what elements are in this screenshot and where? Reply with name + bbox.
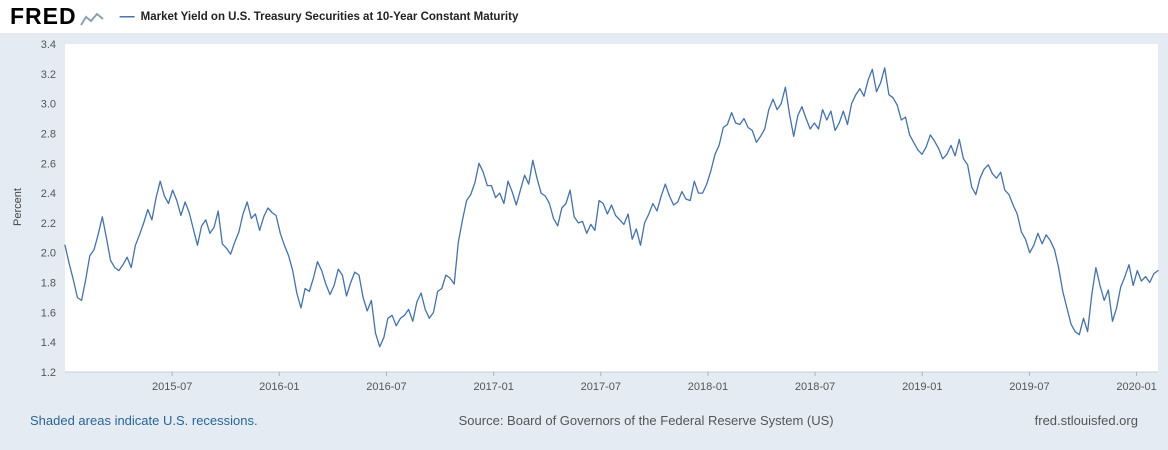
svg-text:2019-07: 2019-07 (1009, 381, 1049, 393)
svg-text:2.8: 2.8 (41, 128, 56, 140)
fred-logo-chart-icon (79, 12, 104, 26)
source-text: Source: Board of Governors of the Federa… (458, 413, 834, 428)
yield-line-chart: 1.2 1.4 1.6 1.8 2.0 2.2 2.4 2.6 2.8 3.0 3.2 3.4 2015… (41, 39, 1159, 393)
svg-text:2017-01: 2017-01 (473, 381, 513, 393)
svg-text:2020-01: 2020-01 (1116, 381, 1156, 393)
series-color-dash: — (119, 8, 135, 25)
graph-footer: Shaded areas indicate U.S. recessions. S… (0, 413, 1168, 428)
series-legend: — Market Yield on U.S. Treasury Securiti… (120, 9, 519, 24)
svg-text:1.6: 1.6 (41, 307, 56, 319)
svg-text:3.2: 3.2 (41, 69, 56, 81)
fred-logo-text: FRED (10, 3, 77, 29)
svg-text:3.0: 3.0 (41, 99, 56, 111)
svg-text:2015-07: 2015-07 (152, 381, 192, 393)
svg-text:2016-07: 2016-07 (366, 381, 406, 393)
recessions-link[interactable]: Shaded areas indicate U.S. recessions. (30, 413, 258, 428)
series-legend-label: Market Yield on U.S. Treasury Securities… (140, 10, 519, 23)
svg-text:2016-01: 2016-01 (259, 381, 299, 393)
graph-header: FRED — Market Yield on U.S. Treasury Sec… (0, 0, 1168, 33)
svg-text:2.2: 2.2 (41, 218, 56, 230)
svg-text:2018-01: 2018-01 (688, 381, 728, 393)
svg-text:2018-07: 2018-07 (795, 381, 835, 393)
site-text: fred.stlouisfed.org (1034, 413, 1138, 428)
fred-logo[interactable]: FRED (10, 5, 104, 28)
svg-text:1.8: 1.8 (41, 278, 56, 290)
svg-text:2.4: 2.4 (41, 188, 56, 200)
svg-text:1.4: 1.4 (41, 337, 56, 349)
svg-text:2019-01: 2019-01 (902, 381, 942, 393)
svg-text:1.2: 1.2 (41, 367, 56, 379)
svg-text:2.6: 2.6 (41, 158, 56, 170)
svg-text:3.4: 3.4 (41, 39, 56, 51)
svg-text:2.0: 2.0 (41, 248, 56, 260)
svg-text:2017-07: 2017-07 (581, 381, 621, 393)
